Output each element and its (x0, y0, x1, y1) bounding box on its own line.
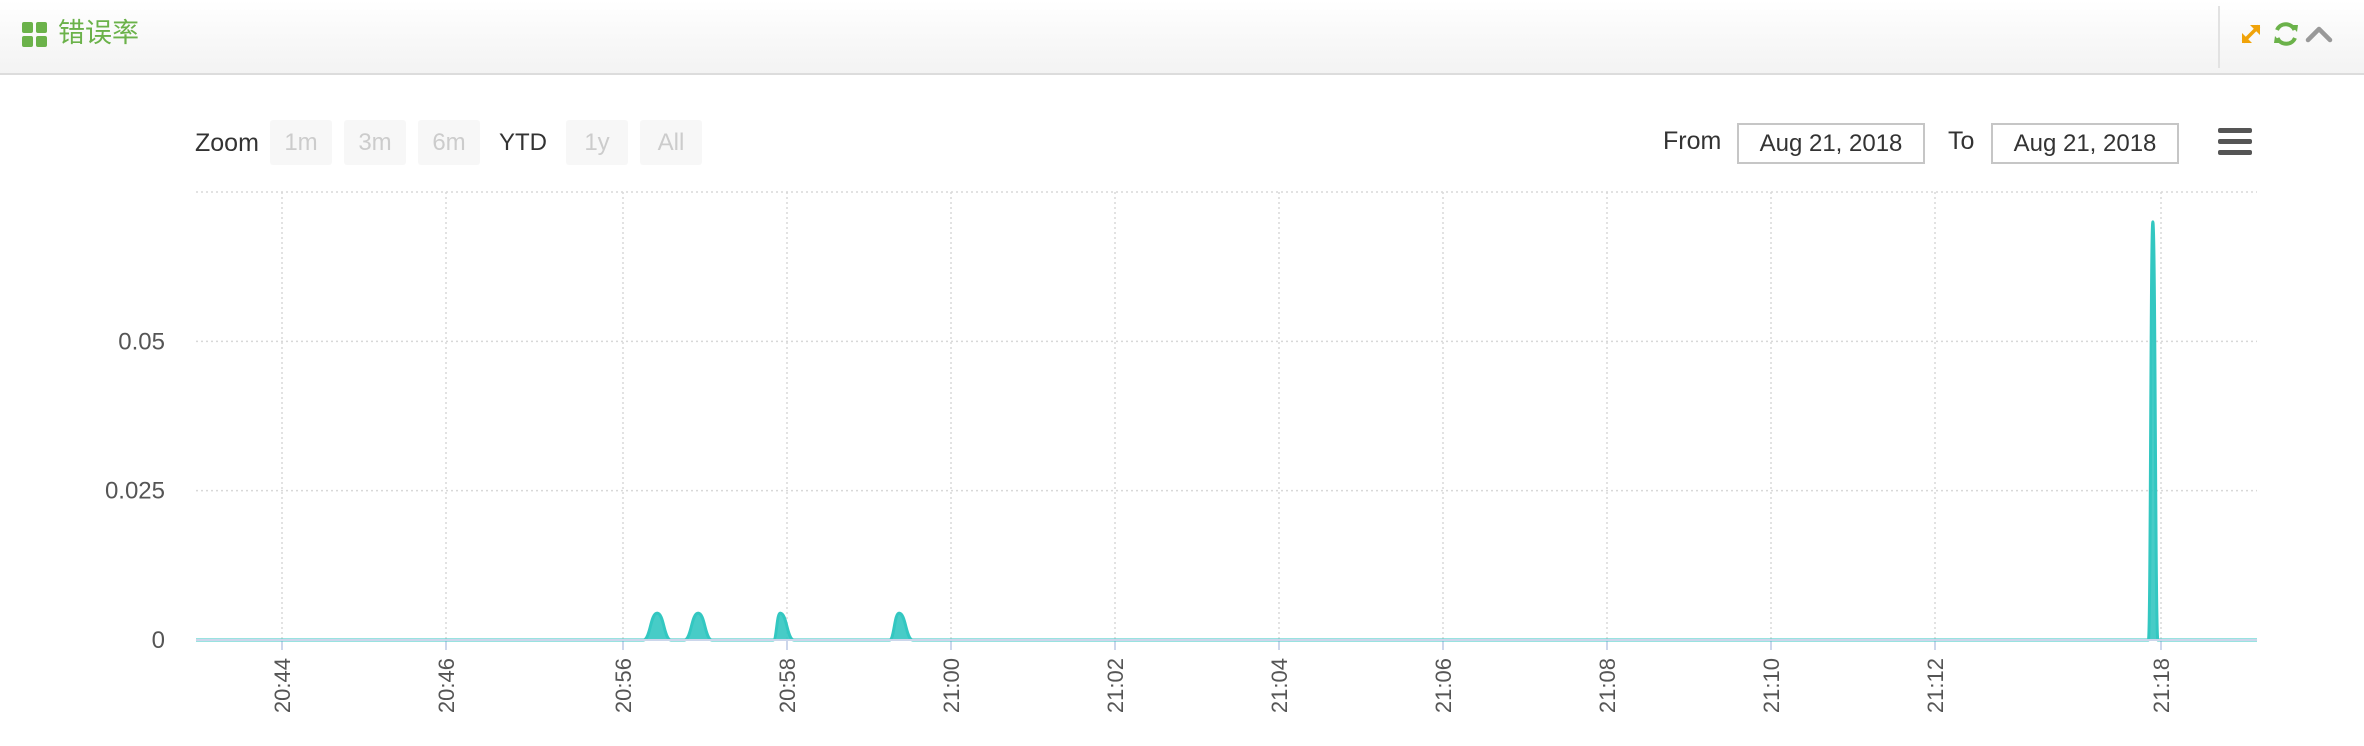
x-tick-label: 21:18 (2149, 658, 2174, 713)
to-date-input[interactable]: Aug 21, 2018 (1991, 123, 2179, 164)
expand-button[interactable] (2236, 19, 2266, 49)
chevron-up-icon (2305, 26, 2333, 43)
zoom-label: Zoom (195, 129, 259, 157)
zoom-button-1y[interactable]: 1y (566, 120, 628, 165)
series-line (195, 220, 2257, 642)
zoom-button-6m[interactable]: 6m (418, 120, 480, 165)
zoom-button-all[interactable]: All (640, 120, 702, 165)
zoom-button-ytd[interactable]: YTD (499, 129, 547, 156)
zoom-button-3m[interactable]: 3m (344, 120, 406, 165)
zoom-button-1m[interactable]: 1m (270, 120, 332, 165)
x-tick-label: 20:56 (611, 658, 636, 713)
x-tick-label: 21:00 (939, 658, 964, 713)
y-tick-label: 0.025 (105, 478, 165, 505)
from-date-input[interactable]: Aug 21, 2018 (1737, 123, 1925, 164)
chart-menu-button[interactable] (2216, 128, 2256, 162)
x-tick-label: 20:44 (270, 658, 295, 713)
header-divider (2218, 6, 2220, 68)
expand-icon (2241, 24, 2261, 44)
x-tick-label: 21:04 (1267, 658, 1292, 713)
grid-icon (22, 22, 48, 48)
x-tick-label: 21:06 (1431, 658, 1456, 713)
panel-header: 错误率 (0, 0, 2364, 75)
x-tick-label: 20:46 (434, 658, 459, 713)
series-area (196, 221, 2257, 640)
to-label: To (1948, 127, 1975, 155)
panel-title: 错误率 (58, 18, 139, 49)
y-tick-label: 0 (152, 627, 165, 654)
refresh-icon (2274, 22, 2298, 46)
x-tick-label: 21:08 (1595, 658, 1620, 713)
x-tick-label: 21:12 (1923, 658, 1948, 713)
y-tick-label: 0.05 (118, 328, 165, 355)
from-label: From (1663, 127, 1722, 155)
x-tick-label: 21:02 (1103, 658, 1128, 713)
collapse-button[interactable] (2304, 19, 2334, 49)
x-tick-label: 21:10 (1759, 658, 1784, 713)
x-tick-label: 20:58 (775, 658, 800, 713)
refresh-button[interactable] (2271, 19, 2301, 49)
